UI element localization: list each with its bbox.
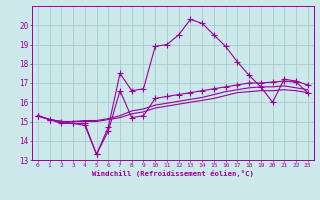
X-axis label: Windchill (Refroidissement éolien,°C): Windchill (Refroidissement éolien,°C)	[92, 170, 254, 177]
